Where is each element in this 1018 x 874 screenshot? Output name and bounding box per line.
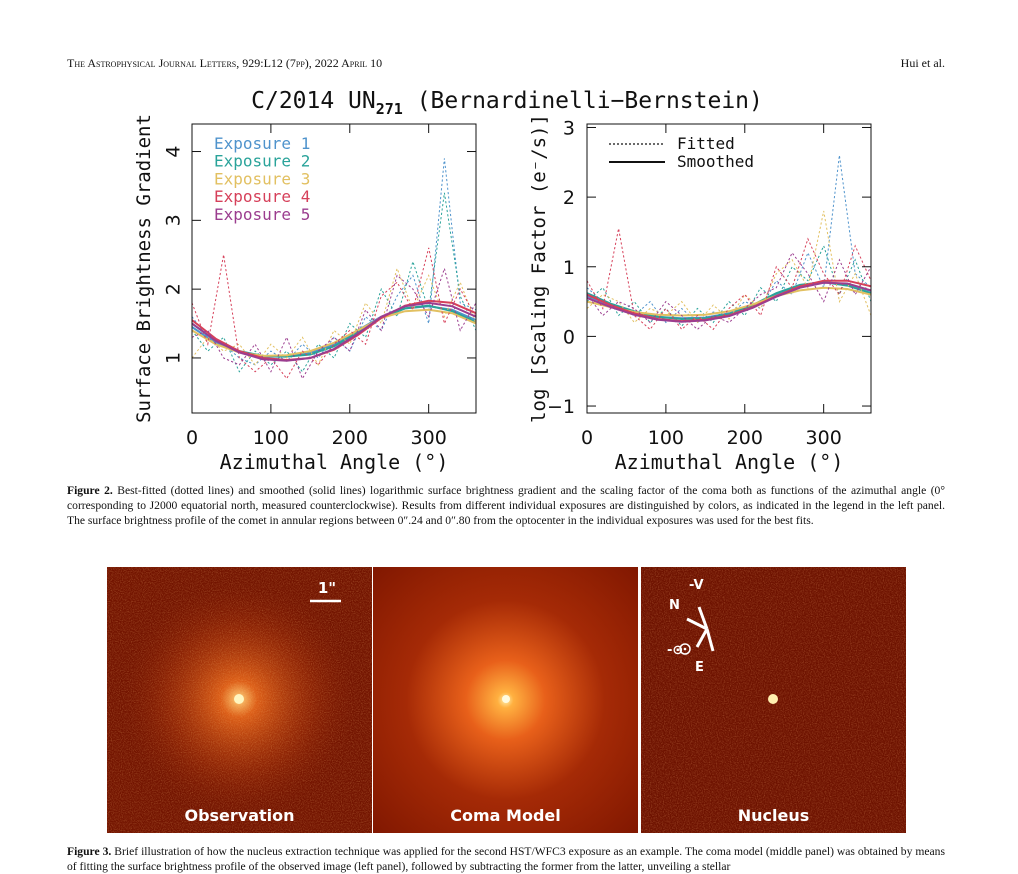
figure-3-caption: Figure 3. Brief illustration of how the … [67,844,945,874]
caption-text: Brief illustration of how the nucleus ex… [67,845,945,873]
panel-label: Observation [184,806,295,825]
smoothed-line [192,301,476,362]
y-tick-label: 3 [163,214,185,226]
x-tick-label: 200 [332,427,368,449]
plot-frame [191,123,477,414]
x-tick-label: 200 [727,427,763,449]
scale-label: 1" [318,579,336,597]
x-tick-label: 0 [581,427,593,449]
fitted-line [192,158,476,366]
figure-title: C/2014 UN271 (Bernardinelli−Bernstein) [251,88,763,118]
fitted-line [587,244,871,327]
fitted-line [587,155,871,324]
compass-sun: -⊙ [667,643,683,658]
legend-entry: Exposure 5 [214,205,310,224]
fitted-line [192,266,476,366]
y-tick-label: 2 [163,283,185,295]
y-tick-label: 2 [563,187,575,209]
y-axis-label: Surface Brightness Gradient [133,114,155,423]
y-tick-label: 4 [163,145,185,157]
caption-label: Figure 2. [67,484,113,497]
plot-lines [587,155,871,331]
legend-entry: Exposure 2 [214,152,310,171]
legend-entry: Smoothed [677,152,754,171]
x-axis-label: Azimuthal Angle (°) [615,450,844,474]
nucleus-panel: -V N -⊙ E Nucleus [641,567,906,833]
y-tick-label: 1 [563,257,575,279]
smoothed-line [587,281,871,323]
observation-panel: 1" Observation [107,567,372,833]
y-tick-label: 0 [563,326,575,348]
x-tick-label: 300 [411,427,447,449]
plot-lines [192,158,476,380]
panel-label: Nucleus [737,806,810,825]
journal-header: The Astrophysical Journal Letters, 929:L… [67,56,383,70]
caption-text: Best-fitted (dotted lines) and smoothed … [67,484,945,527]
legend-entry: Fitted [677,134,735,153]
fitted-line [587,228,871,331]
y-tick-label: 3 [563,117,575,139]
author-header: Hui et al. [900,56,945,70]
coma-model-image [373,567,638,833]
title-subscript: 271 [376,100,403,118]
plot-frame [586,123,872,414]
y-tick-label: 1 [163,352,185,364]
x-tick-label: 100 [648,427,684,449]
y-axis-label: log [Scaling Factor (e⁻/s)] [528,114,550,423]
fitted-line [587,251,871,331]
title-text: C/2014 UN [251,88,376,114]
compass-velocity: -V [689,578,704,593]
figure-2: C/2014 UN271 (Bernardinelli−Bernstein) 0… [133,88,872,474]
fitted-line [192,247,476,380]
observation-image: 1" [107,567,372,833]
fitted-line [192,266,476,380]
x-tick-label: 0 [186,427,198,449]
fitted-line [587,210,871,324]
caption-label: Figure 3. [67,845,112,858]
x-axis-label: Azimuthal Angle (°) [220,450,449,474]
y-tick-label: −1 [547,396,575,418]
coma-model-panel: Coma Model [373,567,638,833]
nucleus-image: -V N -⊙ E [641,567,906,833]
panel-label: Coma Model [450,806,561,825]
figure-2-caption: Figure 2. Best-fitted (dotted lines) and… [67,483,945,528]
compass-east: E [695,660,704,675]
title-suffix: (Bernardinelli−Bernstein) [403,88,763,114]
x-tick-label: 100 [253,427,289,449]
legend-entry: Exposure 3 [214,169,310,188]
compass-north: N [669,598,680,613]
legend-entry: Exposure 4 [214,187,310,206]
x-tick-label: 300 [806,427,842,449]
legend-entry: Exposure 1 [214,134,310,153]
smoothed-line [587,286,871,317]
